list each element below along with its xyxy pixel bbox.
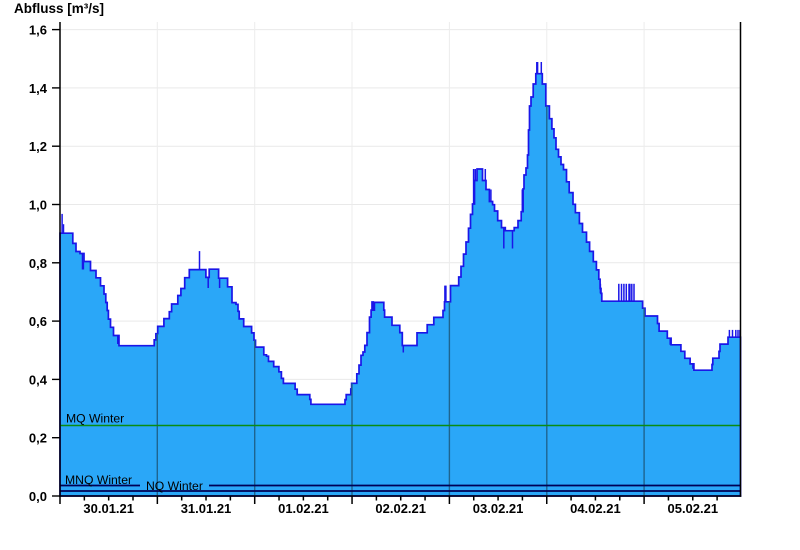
svg-text:0,4: 0,4: [29, 372, 48, 387]
svg-text:05.02.21: 05.02.21: [667, 501, 718, 516]
svg-text:0,6: 0,6: [29, 314, 47, 329]
svg-text:MQ Winter: MQ Winter: [66, 412, 124, 426]
svg-text:0,8: 0,8: [29, 256, 47, 271]
svg-text:0,0: 0,0: [29, 489, 47, 504]
svg-text:1,2: 1,2: [29, 139, 47, 154]
svg-text:Abfluss [m³/s]: Abfluss [m³/s]: [14, 1, 104, 16]
svg-text:30.01.21: 30.01.21: [83, 501, 134, 516]
svg-text:1,0: 1,0: [29, 198, 47, 213]
svg-text:03.02.21: 03.02.21: [473, 501, 524, 516]
svg-text:NQ Winter: NQ Winter: [146, 479, 203, 493]
svg-text:04.02.21: 04.02.21: [570, 501, 621, 516]
svg-text:MNQ Winter: MNQ Winter: [65, 473, 132, 487]
svg-text:0,2: 0,2: [29, 431, 47, 446]
svg-text:1,4: 1,4: [29, 81, 48, 96]
svg-text:02.02.21: 02.02.21: [375, 501, 426, 516]
svg-text:31.01.21: 31.01.21: [181, 501, 232, 516]
svg-text:1,6: 1,6: [29, 23, 47, 38]
svg-text:01.02.21: 01.02.21: [278, 501, 329, 516]
